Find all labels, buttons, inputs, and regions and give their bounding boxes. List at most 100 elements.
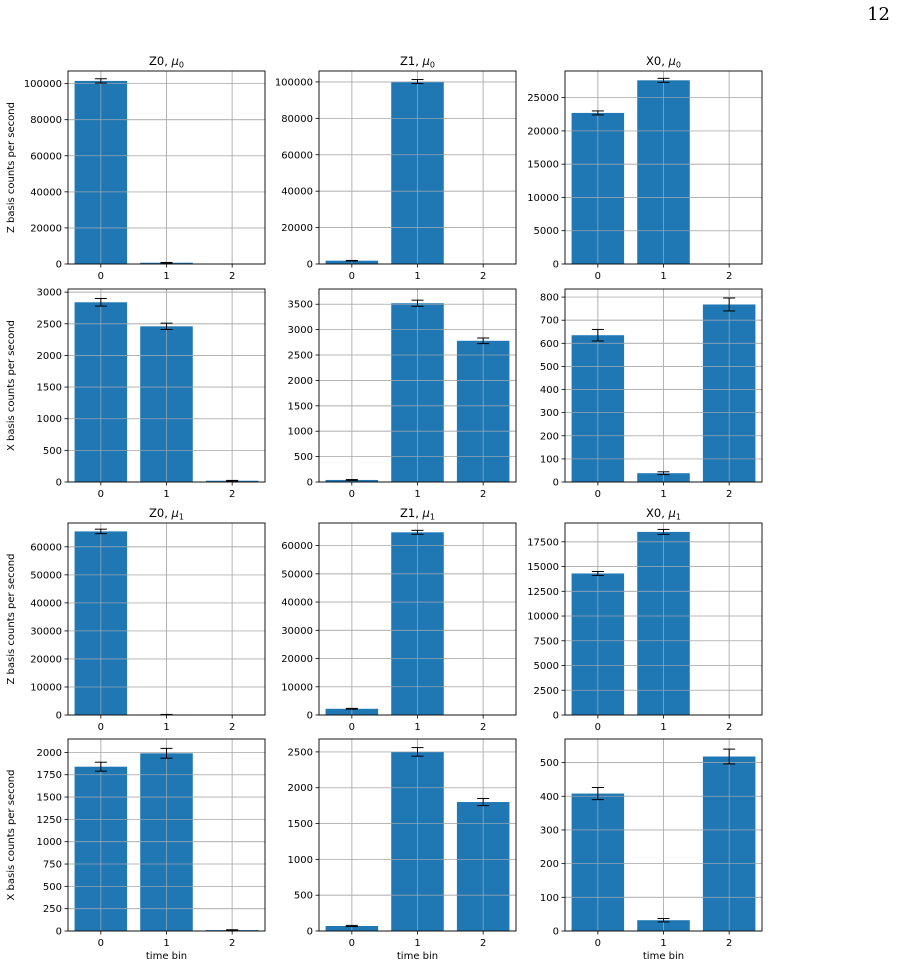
y-tick-label: 100000 bbox=[24, 79, 62, 90]
y-tick-label: 300 bbox=[540, 825, 559, 836]
y-tick-label: 25000 bbox=[527, 93, 559, 104]
y-tick-label: 2500 bbox=[534, 686, 559, 697]
y-tick-label: 100000 bbox=[275, 77, 313, 88]
subplot-title-text: X0, bbox=[646, 54, 669, 68]
x-tick-label: 0 bbox=[98, 489, 104, 500]
y-tick-label: 750 bbox=[43, 860, 62, 871]
subplot-title-text: Z0, bbox=[149, 506, 172, 520]
y-tick-label: 200 bbox=[540, 431, 559, 442]
subplot-4: 0 500 1000 1500 2000 2500 3000 0 1 2 X basis count… bbox=[6, 288, 266, 500]
x-tick-label: 0 bbox=[595, 722, 601, 733]
error-bar bbox=[591, 110, 604, 116]
y-tick-label: 400 bbox=[540, 792, 559, 803]
subplot-title-subscript: 1 bbox=[676, 513, 681, 522]
x-tick-label: 2 bbox=[480, 489, 486, 500]
x-tick-label: 1 bbox=[414, 722, 420, 733]
y-tick-label: 0 bbox=[56, 927, 62, 938]
x-tick-label: 2 bbox=[229, 938, 235, 949]
x-tick-label: 2 bbox=[726, 938, 732, 949]
subplot-title-text: Z0, bbox=[149, 54, 172, 68]
y-tick-label: 500 bbox=[43, 446, 62, 457]
y-tick-label: 0 bbox=[553, 711, 559, 722]
subplot-title-subscript: 1 bbox=[179, 513, 184, 522]
error-bar bbox=[94, 761, 107, 772]
x-axis-label: time bin bbox=[146, 951, 187, 962]
y-tick-label: 5000 bbox=[534, 226, 559, 237]
y-tick-label: 1250 bbox=[37, 815, 62, 826]
subplot-title-text: X0, bbox=[646, 506, 669, 520]
x-tick-label: 1 bbox=[163, 722, 169, 733]
error-bar bbox=[591, 787, 604, 801]
y-tick-label: 60000 bbox=[281, 541, 313, 552]
y-axis-label: X basis counts per second bbox=[6, 770, 17, 901]
y-tick-label: 50000 bbox=[281, 569, 313, 580]
y-tick-label: 10000 bbox=[30, 682, 62, 693]
y-tick-label: 30000 bbox=[281, 626, 313, 637]
subplot-9: 0 2500 5000 7500 10000 12500 15000 17500 0 1 2 X0, … bbox=[527, 506, 763, 733]
y-tick-label: 0 bbox=[553, 478, 559, 489]
subplot-title-mu: μ bbox=[668, 54, 676, 68]
y-tick-label: 500 bbox=[540, 362, 559, 373]
y-tick-label: 1500 bbox=[288, 819, 313, 830]
y-tick-label: 40000 bbox=[281, 187, 313, 198]
error-bar bbox=[226, 479, 239, 482]
y-tick-label: 400 bbox=[540, 385, 559, 396]
subplot-5: 0 500 1000 1500 2000 2500 3000 3500 0 1 2 bbox=[288, 288, 517, 500]
x-tick-label: 1 bbox=[163, 271, 169, 282]
subplot-12: 0 100 200 300 400 500 0 1 2 time bin bbox=[540, 738, 763, 962]
error-bar bbox=[411, 747, 424, 757]
subplot-title-text: Z1, bbox=[400, 54, 423, 68]
y-tick-label: 3500 bbox=[288, 300, 313, 311]
y-tick-label: 0 bbox=[307, 478, 313, 489]
x-tick-label: 2 bbox=[726, 489, 732, 500]
y-tick-label: 12500 bbox=[527, 587, 559, 598]
y-tick-label: 0 bbox=[553, 260, 559, 271]
error-bar bbox=[723, 297, 736, 312]
subplot-title-subscript: 0 bbox=[430, 61, 435, 70]
y-tick-label: 2500 bbox=[288, 351, 313, 362]
x-tick-label: 0 bbox=[595, 489, 601, 500]
x-tick-label: 1 bbox=[660, 489, 666, 500]
y-axis-label: X basis counts per second bbox=[6, 320, 17, 451]
y-tick-label: 20000 bbox=[30, 654, 62, 665]
y-tick-label: 1500 bbox=[37, 383, 62, 394]
subplot-10: 0 250 500 750 1000 1250 1500 1750 2000 0 1 2 X basis… bbox=[6, 738, 266, 962]
y-axis-label: Z basis counts per second bbox=[6, 554, 17, 685]
y-axis-label: Z basis counts per second bbox=[6, 102, 17, 233]
y-tick-label: 20000 bbox=[30, 223, 62, 234]
error-bar bbox=[591, 328, 604, 342]
y-tick-label: 15000 bbox=[527, 160, 559, 171]
y-tick-label: 1000 bbox=[37, 414, 62, 425]
y-tick-label: 2500 bbox=[37, 319, 62, 330]
x-tick-label: 1 bbox=[163, 938, 169, 949]
y-tick-label: 100 bbox=[540, 893, 559, 904]
error-bar bbox=[94, 297, 107, 307]
y-tick-label: 2000 bbox=[288, 783, 313, 794]
y-tick-label: 100 bbox=[540, 454, 559, 465]
y-tick-label: 20000 bbox=[281, 654, 313, 665]
y-tick-label: 1000 bbox=[37, 837, 62, 848]
y-tick-label: 2000 bbox=[37, 748, 62, 759]
x-tick-label: 0 bbox=[98, 271, 104, 282]
subplot-11: 0 500 1000 1500 2000 2500 0 1 2 time bin bbox=[288, 738, 517, 962]
subplot-title: X0, μ0 bbox=[646, 54, 681, 70]
page-number: 12 bbox=[867, 4, 890, 25]
y-tick-label: 2000 bbox=[288, 376, 313, 387]
subplot-title: X0, μ1 bbox=[646, 506, 681, 522]
y-tick-label: 60000 bbox=[281, 150, 313, 161]
error-bar bbox=[657, 471, 670, 476]
y-tick-label: 7500 bbox=[534, 636, 559, 647]
subplot-title-subscript: 1 bbox=[430, 513, 435, 522]
subplot-title-mu: μ bbox=[171, 506, 179, 520]
y-tick-label: 2000 bbox=[37, 351, 62, 362]
x-tick-label: 1 bbox=[414, 271, 420, 282]
error-bar bbox=[411, 79, 424, 85]
error-bar bbox=[591, 570, 604, 576]
error-bar bbox=[411, 529, 424, 535]
y-tick-label: 800 bbox=[540, 293, 559, 304]
y-tick-label: 15000 bbox=[527, 562, 559, 573]
